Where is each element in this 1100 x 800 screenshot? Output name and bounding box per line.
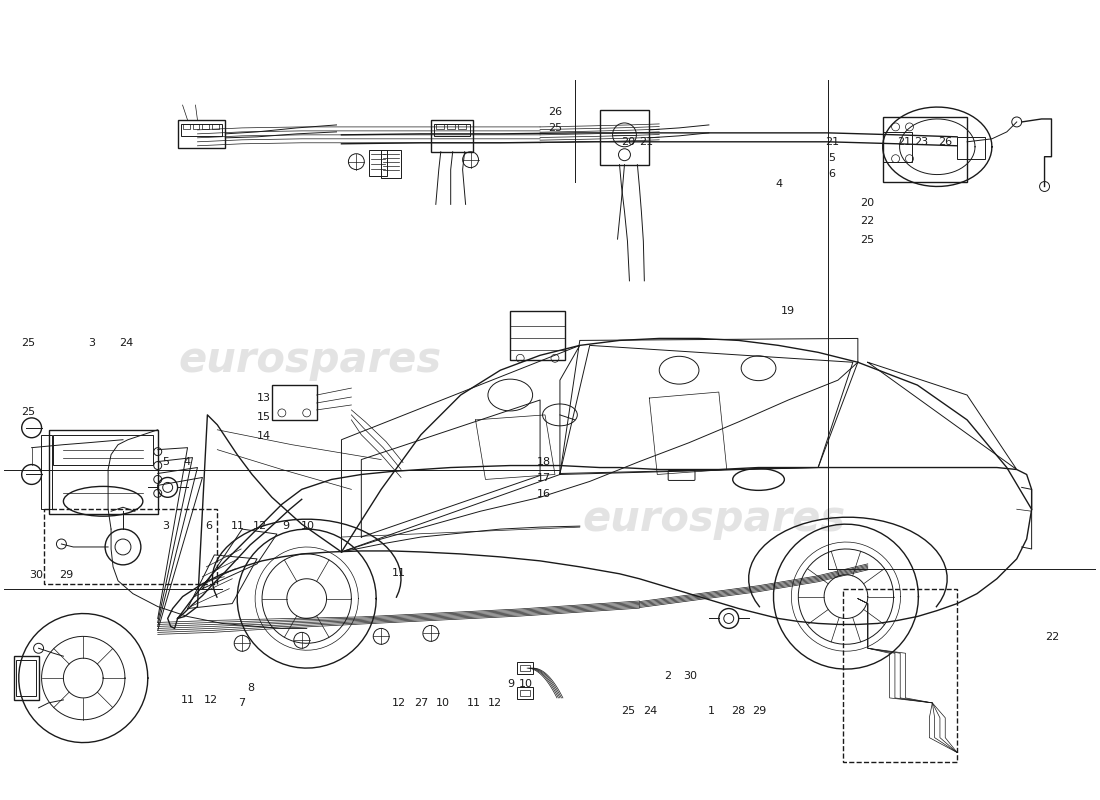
Text: 29: 29: [752, 706, 767, 717]
Bar: [177, 120, 225, 148]
Text: 28: 28: [730, 706, 745, 717]
Text: 27: 27: [414, 698, 428, 709]
Bar: [41, 434, 53, 510]
Text: 10: 10: [300, 521, 315, 530]
Bar: [272, 385, 317, 420]
Text: 22: 22: [860, 216, 873, 226]
Text: 14: 14: [256, 430, 271, 441]
Text: eurospares: eurospares: [582, 498, 846, 540]
Bar: [15, 660, 35, 696]
Text: 15: 15: [256, 413, 271, 422]
Bar: [510, 310, 565, 360]
Text: 11: 11: [466, 698, 481, 709]
Text: 13: 13: [256, 394, 271, 403]
Bar: [370, 150, 387, 175]
Text: 25: 25: [549, 123, 562, 134]
Text: 5: 5: [162, 457, 169, 467]
Bar: [447, 124, 454, 129]
Text: 11: 11: [393, 568, 406, 578]
Text: 12: 12: [393, 698, 406, 709]
Text: 11: 11: [180, 695, 195, 706]
Text: 6: 6: [206, 521, 212, 530]
Bar: [458, 124, 465, 129]
Text: 10: 10: [436, 698, 450, 709]
Bar: [520, 690, 530, 696]
Text: 9: 9: [282, 521, 289, 530]
Text: 3: 3: [88, 338, 95, 348]
Text: 18: 18: [537, 457, 550, 467]
Text: 7: 7: [239, 698, 245, 709]
Text: 8: 8: [248, 682, 254, 693]
Text: eurospares: eurospares: [178, 339, 441, 382]
Text: 1: 1: [708, 706, 715, 717]
Text: 19: 19: [781, 306, 795, 316]
Text: 11: 11: [231, 521, 244, 530]
Text: 20: 20: [860, 198, 873, 208]
Text: 12: 12: [252, 521, 266, 530]
Bar: [843, 589, 957, 762]
Bar: [431, 120, 473, 152]
Text: 23: 23: [914, 137, 928, 147]
Text: 9: 9: [507, 679, 514, 690]
Bar: [14, 656, 39, 700]
Bar: [517, 662, 534, 674]
Bar: [433, 124, 470, 136]
Text: 24: 24: [644, 706, 658, 717]
Text: 5: 5: [828, 153, 835, 162]
Bar: [517, 687, 534, 699]
Text: 25: 25: [21, 407, 35, 417]
Text: 4: 4: [184, 457, 191, 467]
Text: 25: 25: [860, 234, 873, 245]
Text: 30: 30: [683, 671, 696, 682]
Text: 12: 12: [205, 695, 219, 706]
Bar: [202, 124, 209, 129]
Bar: [192, 124, 199, 129]
Bar: [520, 665, 530, 671]
Bar: [54, 434, 153, 465]
Text: 3: 3: [162, 521, 169, 530]
Text: 21: 21: [825, 137, 839, 147]
Text: 16: 16: [537, 489, 550, 498]
Bar: [882, 117, 967, 182]
Bar: [600, 110, 649, 165]
Text: 6: 6: [828, 169, 835, 178]
Text: 26: 26: [938, 137, 953, 147]
Text: 29: 29: [59, 570, 74, 580]
Text: 10: 10: [519, 679, 534, 690]
Text: 25: 25: [621, 706, 636, 717]
Bar: [180, 124, 222, 136]
Text: 4: 4: [776, 179, 783, 189]
Text: 12: 12: [488, 698, 503, 709]
Text: 21: 21: [896, 137, 911, 147]
Text: 25: 25: [21, 338, 35, 348]
Text: 30: 30: [30, 570, 44, 580]
Text: 24: 24: [119, 338, 133, 348]
Bar: [44, 510, 218, 584]
Bar: [436, 124, 443, 129]
Bar: [48, 430, 157, 514]
Bar: [183, 124, 189, 129]
Bar: [882, 132, 913, 162]
Text: 20: 20: [621, 137, 636, 147]
Bar: [212, 124, 219, 129]
Text: 22: 22: [1045, 632, 1059, 642]
Bar: [382, 150, 402, 178]
Text: 17: 17: [537, 473, 550, 483]
Text: 21: 21: [639, 137, 653, 147]
Text: 2: 2: [664, 671, 671, 682]
Text: 26: 26: [549, 107, 562, 118]
Bar: [957, 137, 984, 158]
